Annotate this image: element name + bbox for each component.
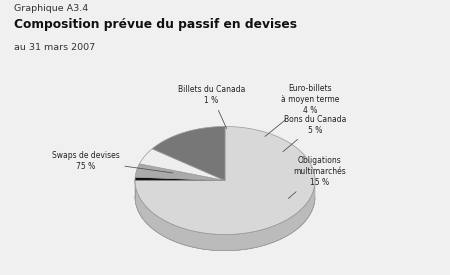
Text: Graphique A3.4: Graphique A3.4 (14, 4, 88, 13)
Polygon shape (135, 177, 225, 180)
Polygon shape (135, 126, 315, 235)
Text: Swaps de devises
75 %: Swaps de devises 75 % (52, 151, 173, 173)
Polygon shape (152, 126, 225, 180)
Text: Euro-billets
à moyen terme
4 %: Euro-billets à moyen terme 4 % (265, 84, 340, 136)
Polygon shape (135, 197, 315, 251)
Text: au 31 mars 2007: au 31 mars 2007 (14, 43, 94, 52)
Text: Obligations
multimarchés
15 %: Obligations multimarchés 15 % (288, 156, 346, 199)
Text: Billets du Canada
1 %: Billets du Canada 1 % (178, 85, 245, 128)
Polygon shape (135, 164, 225, 180)
Polygon shape (135, 180, 315, 251)
Text: Composition prévue du passif en devises: Composition prévue du passif en devises (14, 18, 297, 31)
Text: Bons du Canada
5 %: Bons du Canada 5 % (283, 115, 346, 152)
Polygon shape (140, 149, 225, 180)
